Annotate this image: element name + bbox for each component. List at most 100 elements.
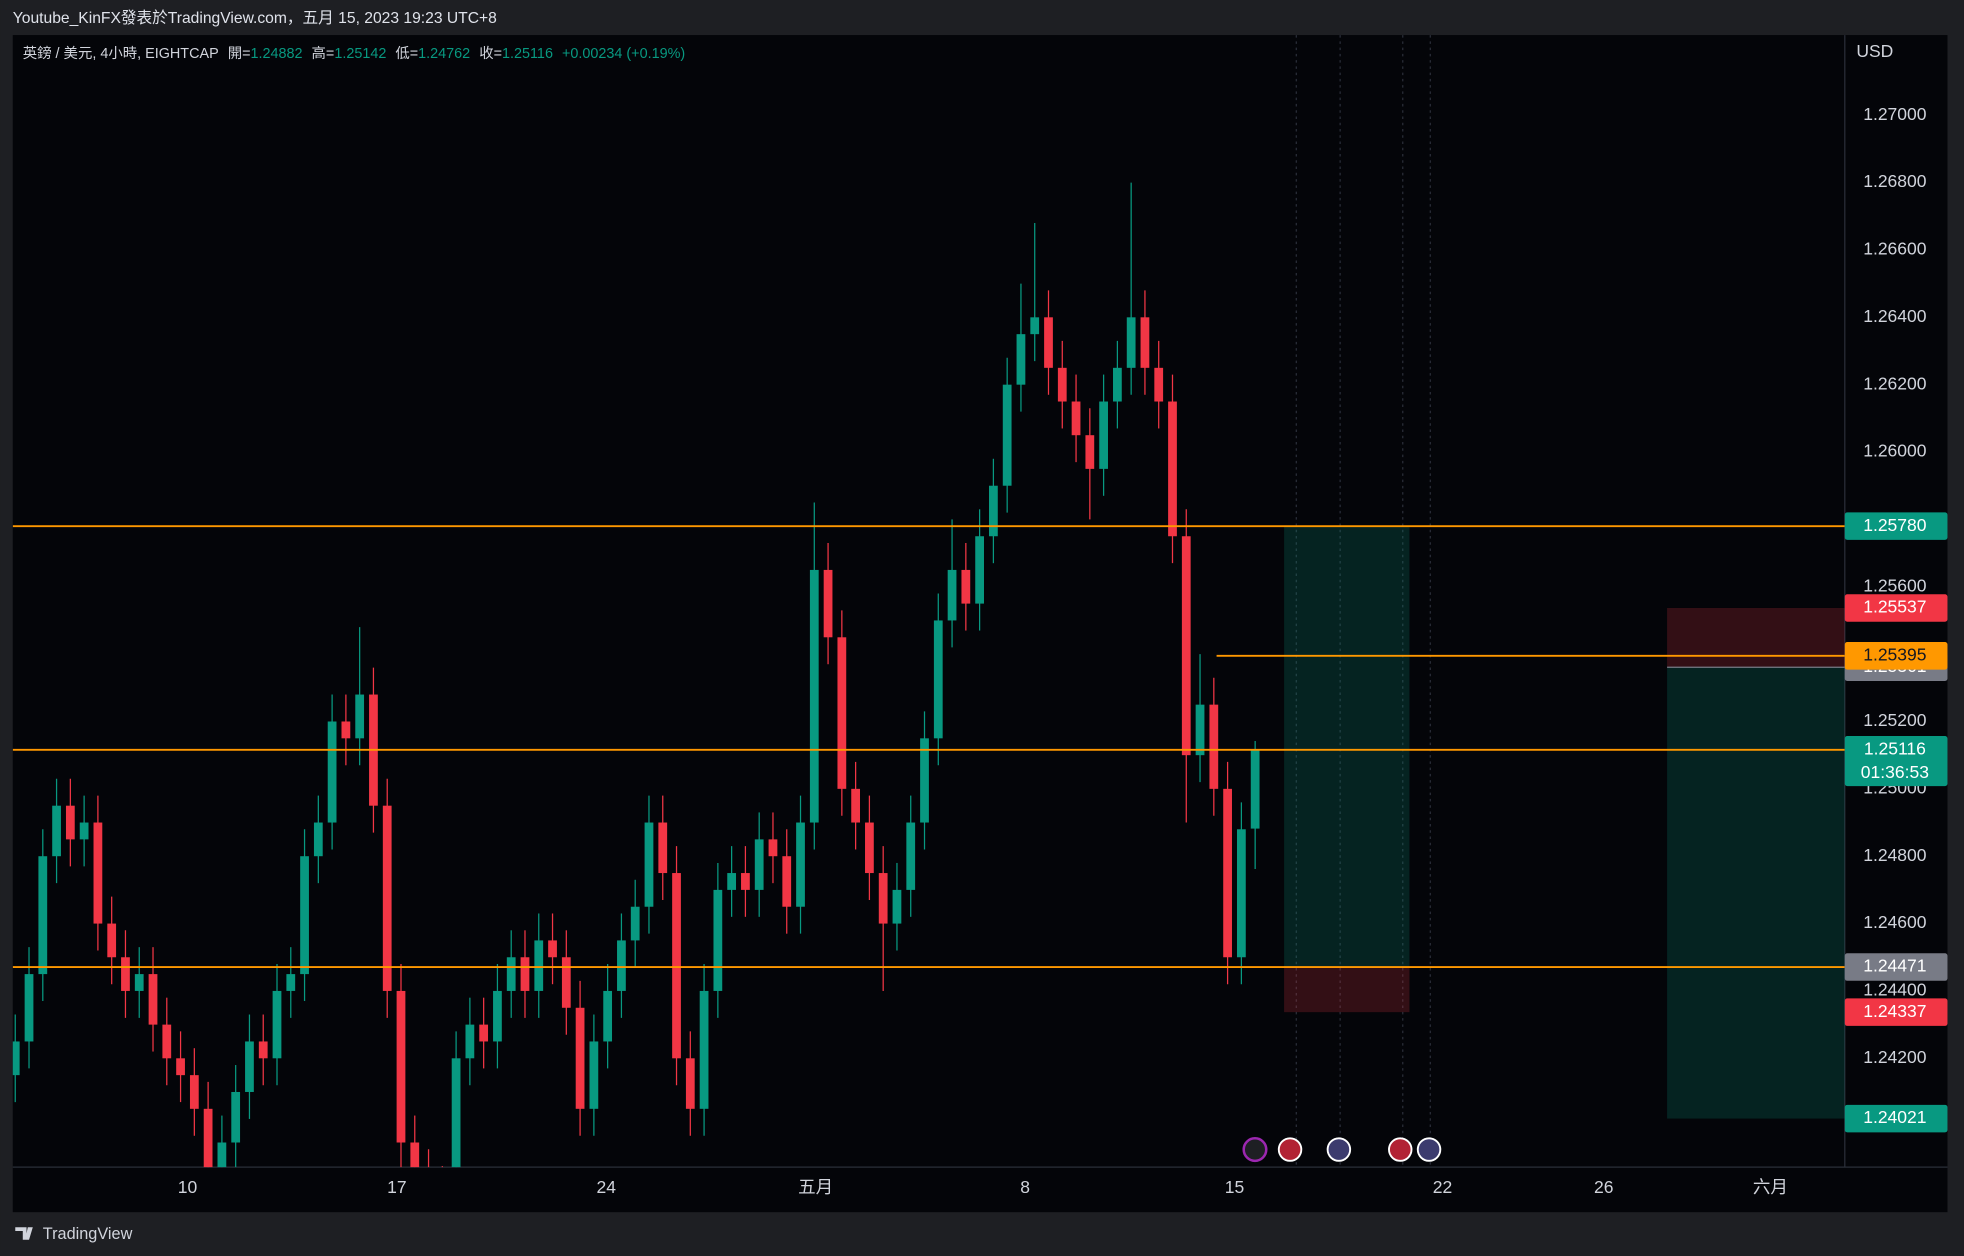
candle-body <box>1154 367 1164 402</box>
candle-body <box>892 889 902 924</box>
candle-body <box>410 1142 420 1168</box>
candle-body <box>727 873 737 890</box>
candle-body <box>1071 401 1081 436</box>
y-tick-label: 1.27000 <box>1863 104 1927 124</box>
candle-body <box>1044 317 1053 368</box>
axes: 1.27000 1.26800 1.26600 1.26400 1.26200 1.260… <box>178 104 1948 1197</box>
candle-body <box>506 957 516 991</box>
candle-body <box>162 1024 172 1059</box>
candle-body <box>796 822 805 907</box>
price-label: 1.24337 <box>1863 1001 1926 1021</box>
candle-body <box>134 974 144 991</box>
candle-body <box>1085 435 1095 469</box>
position-target-zone <box>1667 667 1845 1119</box>
candle-body <box>1236 829 1246 958</box>
candle-body <box>1099 401 1108 469</box>
candle-body <box>38 856 48 975</box>
candle-body <box>575 1007 585 1109</box>
candle-body <box>231 1091 241 1143</box>
candle-body <box>768 839 778 857</box>
price-label: 1.25780 <box>1863 515 1927 535</box>
candle-body <box>865 822 874 874</box>
position-target-zone <box>1284 526 1410 968</box>
candle-body <box>1209 704 1219 789</box>
candle-body <box>658 822 668 874</box>
x-tick-label: 26 <box>1594 1177 1613 1197</box>
x-tick-label: 24 <box>597 1177 617 1197</box>
y-tick-label: 1.26400 <box>1863 306 1927 326</box>
candle-body <box>1250 749 1260 829</box>
event-lines <box>1295 35 1431 1168</box>
candle-body <box>809 569 819 823</box>
candle-body <box>644 822 654 907</box>
y-tick-label: 1.26000 <box>1863 441 1927 461</box>
candle-body <box>947 569 957 621</box>
candle-body <box>961 569 971 604</box>
candle-body <box>245 1041 254 1092</box>
symbol: 英鎊 / 美元, 4小時, EIGHTCAP <box>23 44 219 62</box>
candle-body <box>713 889 723 991</box>
candle-body <box>1168 401 1177 537</box>
close-value: 1.25116 <box>502 46 553 62</box>
candle-body <box>603 990 613 1042</box>
price-label-box <box>1844 512 1948 540</box>
brand-name: TradingView <box>43 1225 133 1243</box>
change: +0.00234 (+0.19%) <box>562 46 685 62</box>
candle-body <box>617 940 626 991</box>
candle-body <box>989 485 998 537</box>
candle-body <box>176 1058 185 1076</box>
plot <box>12 182 1845 1168</box>
candle-body <box>52 805 61 857</box>
candle-body <box>920 738 929 823</box>
countdown-label: 01:36:53 <box>1861 762 1929 782</box>
candle-body <box>93 822 103 924</box>
candle-body <box>782 856 792 907</box>
brand: TradingView <box>15 1225 133 1243</box>
candle-body <box>479 1024 489 1042</box>
event-icon[interactable] <box>1388 1137 1413 1162</box>
candle-body <box>79 822 89 840</box>
candle-body <box>851 788 861 823</box>
candle-body <box>396 990 406 1143</box>
candle-body <box>286 974 296 991</box>
price-label: 1.25116 <box>1864 738 1926 758</box>
candle-body <box>1016 334 1026 385</box>
candle-body <box>465 1024 475 1059</box>
candle-body <box>1181 536 1191 756</box>
candle-body <box>933 620 943 739</box>
candle-body <box>24 974 34 1042</box>
y-tick-label: 1.24200 <box>1863 1047 1927 1067</box>
candle-body <box>548 940 557 958</box>
candle-body <box>699 990 709 1109</box>
candle-body <box>1140 317 1150 368</box>
candle-body <box>1223 788 1232 958</box>
candle-body <box>754 839 764 890</box>
candle-body <box>355 694 365 739</box>
x-tick-label: 六月 <box>1753 1177 1788 1197</box>
open-label: 開= <box>228 46 251 62</box>
x-tick-label: 17 <box>387 1177 406 1197</box>
y-tick-label: 1.24400 <box>1863 980 1927 1000</box>
price-label-box <box>1844 594 1948 622</box>
event-icon[interactable] <box>1242 1137 1268 1163</box>
event-icons <box>1242 1137 1442 1163</box>
candle-body <box>107 923 117 958</box>
candle-body <box>741 873 750 890</box>
event-icon[interactable] <box>1416 1137 1442 1162</box>
close-label: 收= <box>479 45 502 62</box>
y-tick-label: 1.24600 <box>1863 912 1927 932</box>
price-label-box <box>1844 1104 1948 1133</box>
event-icon[interactable] <box>1277 1137 1303 1162</box>
price-label: 1.24021 <box>1863 1107 1926 1127</box>
y-tick-label: 1.25600 <box>1863 575 1927 595</box>
candle-body <box>121 957 130 991</box>
x-tick-label: 15 <box>1225 1177 1244 1197</box>
event-icon[interactable] <box>1326 1137 1352 1162</box>
position-stop-zone <box>1667 607 1845 668</box>
candle-body <box>1195 704 1205 756</box>
candle-body <box>451 1058 461 1168</box>
candle-body <box>65 805 75 840</box>
price-label: 1.25395 <box>1863 644 1926 664</box>
low-label: 低= <box>395 45 418 62</box>
